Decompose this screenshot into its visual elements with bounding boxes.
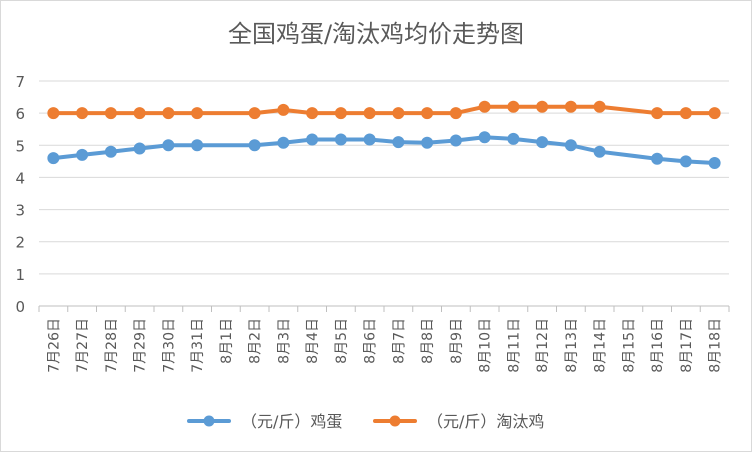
legend-item: （元/斤）鸡蛋 [187,412,342,431]
data-point [593,145,606,158]
x-tick-label: 7月27日 [75,318,91,373]
legend-marker [203,415,215,427]
x-tick-label: 8月5日 [334,318,350,364]
y-tick-label: 1 [15,266,25,284]
data-point [306,107,319,120]
x-tick-label: 8月4日 [305,318,321,364]
data-point [47,107,60,120]
x-tick-label: 7月29日 [133,318,149,373]
data-point [133,107,146,120]
x-tick-label: 8月11日 [506,318,522,373]
data-point [392,136,405,149]
x-tick-label: 8月9日 [449,318,465,364]
data-point [708,107,721,120]
data-point [162,139,175,152]
data-point [76,148,89,161]
data-point [191,107,204,120]
data-point [363,107,376,120]
x-tick-label: 8月12日 [535,318,551,373]
y-tick-label: 0 [15,298,25,316]
y-tick-label: 2 [15,234,25,252]
data-point [421,136,434,149]
data-point [679,155,692,168]
data-point [133,142,146,155]
data-point [478,131,491,144]
x-tick-label: 7月30日 [161,318,177,373]
data-point [306,133,319,146]
series-group [47,131,721,169]
legend-label: （元/斤）淘汰鸡 [427,412,544,431]
series-group [47,100,721,120]
x-tick-label: 7月31日 [190,318,206,373]
x-tick-label: 8月14日 [593,318,609,373]
data-point [248,139,261,152]
data-point [564,100,577,113]
data-point [507,100,520,113]
data-point [334,107,347,120]
data-point [277,103,290,116]
y-tick-label: 6 [15,105,25,123]
x-tick-label: 8月2日 [248,318,264,364]
data-point [564,139,577,152]
y-tick-label: 4 [15,169,25,187]
series-line [51,104,717,116]
x-tick-label: 7月28日 [104,318,120,373]
x-tick-label: 8月17日 [679,318,695,373]
x-tick-label: 8月6日 [363,318,379,364]
data-point [593,100,606,113]
data-point [651,107,664,120]
data-point [363,133,376,146]
y-tick-label: 3 [15,202,25,220]
chart-title: 全国鸡蛋/淘汰鸡均价走势图 [228,20,524,48]
data-point [507,132,520,145]
x-tick-label: 8月8日 [420,318,436,364]
data-point [191,139,204,152]
x-tick-label: 8月15日 [621,318,637,373]
data-point [104,107,117,120]
data-point [277,136,290,149]
data-point [334,133,347,146]
data-point [651,152,664,165]
data-point [679,107,692,120]
legend-marker [389,415,401,427]
x-tick-label: 8月1日 [219,318,235,364]
x-tick-label: 8月18日 [708,318,724,373]
x-tick-label: 8月16日 [650,318,666,373]
x-tick-label: 8月13日 [564,318,580,373]
x-tick-label: 8月7日 [391,318,407,364]
data-point [478,100,491,113]
x-tick-label: 8月3日 [276,318,292,364]
data-point [47,152,60,165]
series-lines [47,100,721,169]
legend-item: （元/斤）淘汰鸡 [373,412,544,431]
series-line [51,135,717,165]
legend: （元/斤）鸡蛋 （元/斤）淘汰鸡 [187,412,544,431]
x-tick-label: 8月10日 [478,318,494,373]
data-point [76,107,89,120]
data-point [708,156,721,169]
data-point [536,136,549,149]
data-point [536,100,549,113]
data-point [162,107,175,120]
data-point [104,145,117,158]
data-point [421,107,434,120]
data-point [449,107,462,120]
x-tick-label: 7月26日 [46,318,62,373]
y-tick-label: 7 [15,73,25,91]
x-axis-ticks: 7月26日 7月27日 7月28日 7月29日 7月30日 7月31日 8月1日 8月2日 8月… [38,306,730,373]
data-point [449,134,462,147]
y-axis-ticks: 0 1 2 3 4 5 6 7 [15,73,25,316]
y-tick-label: 5 [15,137,25,155]
legend-label: （元/斤）鸡蛋 [241,412,342,431]
data-point [392,107,405,120]
data-point [248,107,261,120]
